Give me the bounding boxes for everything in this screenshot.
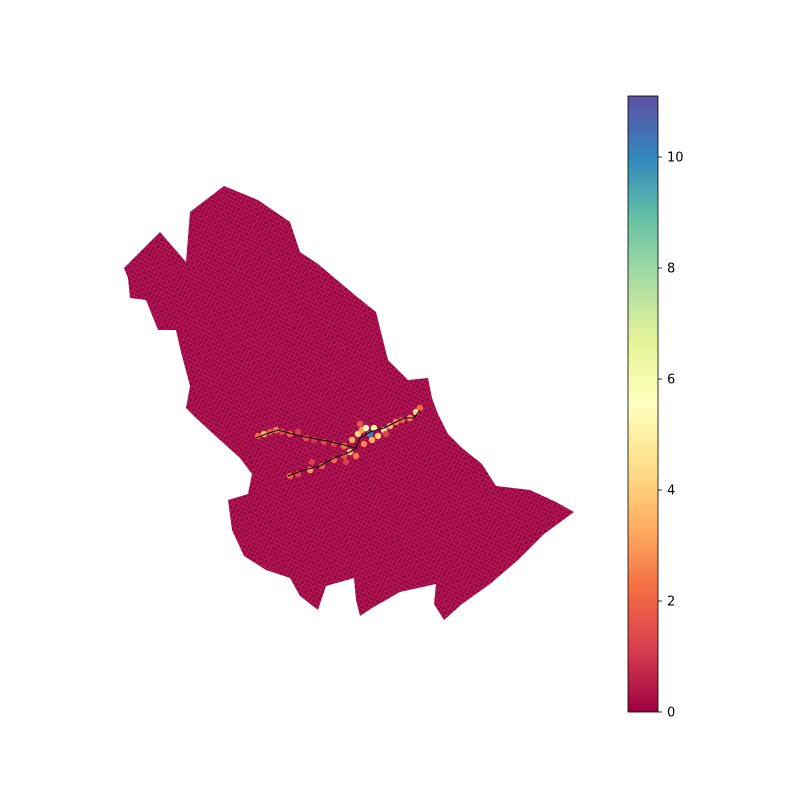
colorbar-tick-label: 8 bbox=[667, 262, 675, 277]
hotspot-hexbin bbox=[374, 432, 382, 440]
hotspot-hexbin bbox=[356, 420, 364, 428]
hotspot-hexbin bbox=[286, 472, 294, 480]
hotspot-hexbin bbox=[342, 458, 350, 466]
colorbar-gradient bbox=[627, 95, 659, 713]
route-lines bbox=[255, 409, 421, 477]
colorbar-tick-label: 0 bbox=[667, 706, 675, 721]
colorbar-tick-label: 4 bbox=[667, 484, 675, 499]
colorbar-tick-label: 2 bbox=[667, 595, 675, 610]
hotspot-hexbin bbox=[362, 424, 370, 432]
colorbar-tick-label: 6 bbox=[667, 373, 675, 388]
region-hexbin-fill bbox=[124, 186, 574, 620]
hotspot-hexbin bbox=[370, 424, 378, 432]
route-line-south bbox=[287, 447, 357, 477]
hotspot-hexbin bbox=[308, 458, 316, 466]
hotspot-hexbin bbox=[348, 436, 356, 444]
colorbar: 0 2 4 6 8 10 bbox=[627, 95, 684, 721]
hotspot-hexbin bbox=[360, 440, 368, 448]
map-region bbox=[124, 186, 574, 620]
colorbar-tick-label: 10 bbox=[667, 151, 684, 166]
hotspot-hexbin bbox=[294, 428, 302, 436]
hotspot-hexbin bbox=[382, 430, 390, 438]
hotspot-hexbin bbox=[354, 430, 362, 438]
colorbar-ticks: 0 2 4 6 8 10 bbox=[658, 151, 684, 721]
hotspot-hexbin bbox=[368, 436, 376, 444]
hotspot-hexbin bbox=[416, 404, 424, 412]
hotspot-hexbin bbox=[352, 452, 360, 460]
route-line-north bbox=[255, 409, 421, 449]
